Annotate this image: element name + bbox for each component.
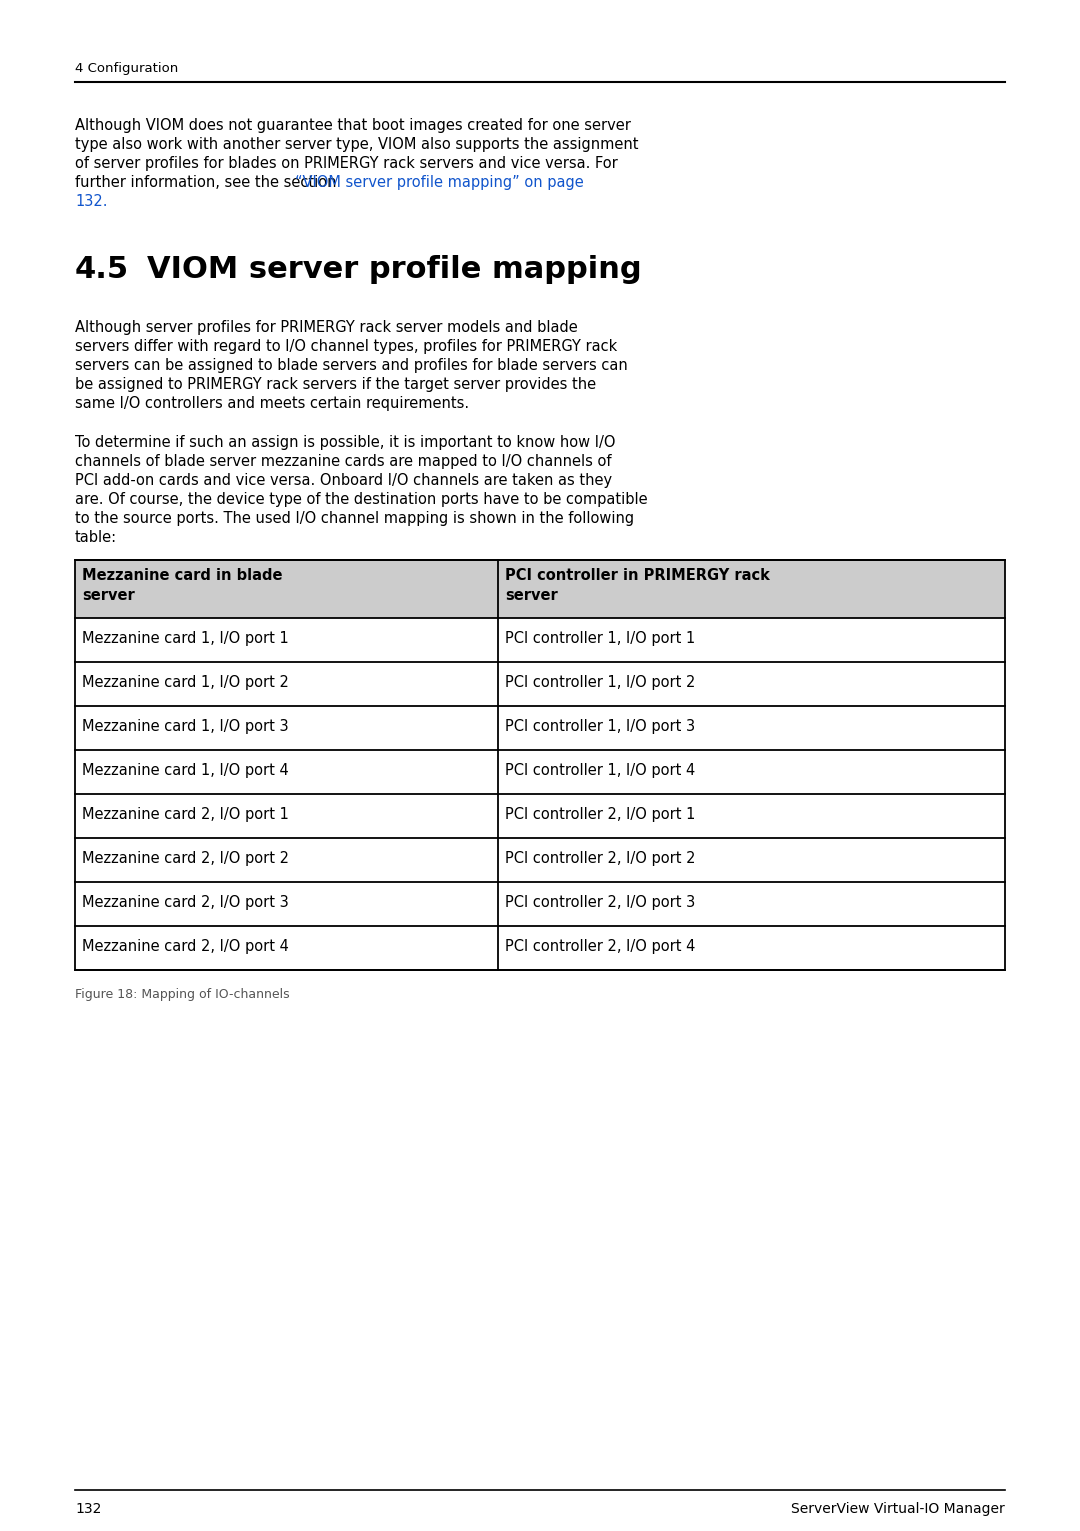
Bar	[75, 661, 1005, 706]
Text: 4.5: 4.5	[75, 256, 130, 283]
Text: ServerView Virtual-IO Manager: ServerView Virtual-IO Manager	[792, 1502, 1005, 1516]
Text: PCI controller 2, I/O port 3: PCI controller 2, I/O port 3	[505, 896, 696, 909]
Text: PCI controller 1, I/O port 1: PCI controller 1, I/O port 1	[505, 631, 696, 646]
Text: channels of blade server mezzanine cards are mapped to I/O channels of: channels of blade server mezzanine cards…	[75, 455, 611, 468]
Text: Mezzanine card 2, I/O port 4: Mezzanine card 2, I/O port 4	[82, 939, 288, 954]
Text: are. Of course, the device type of the destination ports have to be compatible: are. Of course, the device type of the d…	[75, 491, 648, 507]
Bar	[75, 837, 1005, 882]
Text: Mezzanine card 2, I/O port 2: Mezzanine card 2, I/O port 2	[82, 851, 289, 867]
Text: Mezzanine card 1, I/O port 1: Mezzanine card 1, I/O port 1	[82, 631, 288, 646]
Text: Figure 18: Mapping of IO-channels: Figure 18: Mapping of IO-channels	[75, 987, 289, 1001]
Text: 132: 132	[75, 1502, 102, 1516]
Text: Mezzanine card 2, I/O port 1: Mezzanine card 2, I/O port 1	[82, 807, 288, 822]
Bar	[75, 795, 1005, 837]
Text: PCI controller 1, I/O port 2: PCI controller 1, I/O port 2	[505, 675, 696, 690]
Text: PCI controller 1, I/O port 3: PCI controller 1, I/O port 3	[505, 720, 696, 733]
Text: Mezzanine card 1, I/O port 3: Mezzanine card 1, I/O port 3	[82, 720, 288, 733]
Text: be assigned to PRIMERGY rack servers if the target server provides the: be assigned to PRIMERGY rack servers if …	[75, 377, 596, 392]
Text: same I/O controllers and meets certain requirements.: same I/O controllers and meets certain r…	[75, 397, 469, 410]
Text: PCI controller 2, I/O port 1: PCI controller 2, I/O port 1	[505, 807, 696, 822]
Bar	[75, 750, 1005, 795]
Bar	[75, 560, 1005, 619]
Text: servers can be assigned to blade servers and profiles for blade servers can: servers can be assigned to blade servers…	[75, 358, 627, 374]
Text: 132.: 132.	[75, 194, 108, 210]
Bar	[75, 926, 1005, 971]
Text: PCI controller in PRIMERGY rack
server: PCI controller in PRIMERGY rack server	[505, 568, 770, 603]
Text: Although server profiles for PRIMERGY rack server models and blade: Although server profiles for PRIMERGY ra…	[75, 320, 578, 335]
Text: Mezzanine card 1, I/O port 2: Mezzanine card 1, I/O port 2	[82, 675, 288, 690]
Text: To determine if such an assign is possible, it is important to know how I/O: To determine if such an assign is possib…	[75, 435, 616, 450]
Text: Mezzanine card 2, I/O port 3: Mezzanine card 2, I/O port 3	[82, 896, 288, 909]
Text: servers differ with regard to I/O channel types, profiles for PRIMERGY rack: servers differ with regard to I/O channe…	[75, 338, 618, 354]
Bar	[75, 619, 1005, 661]
Text: “VIOM server profile mapping” on page: “VIOM server profile mapping” on page	[295, 175, 584, 190]
Bar	[75, 706, 1005, 750]
Text: of server profiles for blades on PRIMERGY rack servers and vice versa. For: of server profiles for blades on PRIMERG…	[75, 156, 618, 171]
Text: 4 Configuration: 4 Configuration	[75, 61, 178, 75]
Bar	[75, 560, 1005, 971]
Text: PCI controller 2, I/O port 4: PCI controller 2, I/O port 4	[505, 939, 696, 954]
Text: VIOM server profile mapping: VIOM server profile mapping	[147, 256, 642, 283]
Text: type also work with another server type, VIOM also supports the assignment: type also work with another server type,…	[75, 136, 638, 152]
Text: table:: table:	[75, 530, 117, 545]
Text: PCI add-on cards and vice versa. Onboard I/O channels are taken as they: PCI add-on cards and vice versa. Onboard…	[75, 473, 612, 488]
Text: Although VIOM does not guarantee that boot images created for one server: Although VIOM does not guarantee that bo…	[75, 118, 631, 133]
Text: to the source ports. The used I/O channel mapping is shown in the following: to the source ports. The used I/O channe…	[75, 511, 634, 527]
Bar	[75, 882, 1005, 926]
Text: PCI controller 2, I/O port 2: PCI controller 2, I/O port 2	[505, 851, 696, 867]
Text: PCI controller 1, I/O port 4: PCI controller 1, I/O port 4	[505, 762, 696, 778]
Text: Mezzanine card in blade
server: Mezzanine card in blade server	[82, 568, 283, 603]
Text: Mezzanine card 1, I/O port 4: Mezzanine card 1, I/O port 4	[82, 762, 288, 778]
Text: further information, see the section: further information, see the section	[75, 175, 341, 190]
